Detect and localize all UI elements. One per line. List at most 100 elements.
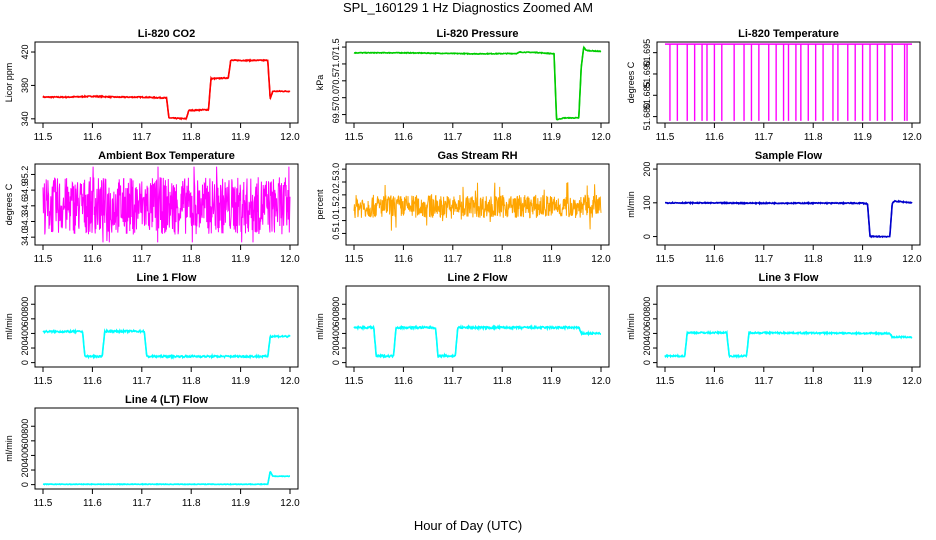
y-axis-label: degrees C [626,61,636,103]
series-line [353,45,602,121]
x-tick-label: 11.8 [493,132,512,143]
series-line [42,328,291,360]
y-axis-label: ml/min [626,313,636,340]
plot-frame [656,285,921,368]
x-tick-label: 11.6 [705,376,724,387]
y-tick-label: 2.5 [331,176,341,189]
data-series [42,328,291,360]
y-tick-label: 200 [642,162,652,177]
x-tick-label: 12.0 [902,254,922,265]
y-tick-label: 1.0 [331,214,341,227]
x-tick-label: 11.6 [705,132,724,143]
plot-frame [345,163,610,246]
plot-frame [656,163,921,246]
x-tick-label: 11.8 [493,254,512,265]
panel-title: Li-820 Pressure [437,28,519,40]
y-tick-label: 3.0 [331,163,341,176]
plot-frame [656,41,921,124]
y-tick-label: 34.3 [20,213,30,231]
y-tick-label: 200 [331,341,341,356]
x-tick-label: 11.5 [34,254,53,265]
series-step [578,67,582,118]
x-tick-label: 12.0 [280,132,300,143]
x-tick-label: 12.0 [280,376,300,387]
plot-frame [345,285,610,368]
series-step [101,331,106,357]
series-step [165,97,170,119]
chart-panel: Line 1 Flow 11.5 11.6 11.7 11.8 11.9 12.0 0 2004… [4,272,300,387]
y-tick-label: 340 [20,111,30,126]
x-tick-label: 11.7 [132,376,151,387]
y-tick-label: 400 [642,326,652,341]
y-axis-label: kPa [315,75,325,91]
series-step [862,202,868,205]
x-tick-label: 11.7 [132,132,151,143]
x-tick-label: 11.6 [394,254,413,265]
x-tick-label: 11.9 [542,376,561,387]
data-series [665,199,913,239]
series-step [267,471,271,485]
y-tick-label: 200 [20,341,30,356]
x-tick-label: 11.9 [231,254,250,265]
panel-title: Sample Flow [755,150,823,162]
y-tick-label: 0 [642,360,652,365]
series-step [267,336,271,357]
y-tick-label: 51.695 [642,39,652,67]
y-tick-label: 200 [20,463,30,478]
x-tick-label: 11.7 [132,498,151,509]
x-tick-label: 11.6 [83,498,102,509]
series-step [578,327,582,334]
series-line [353,182,602,231]
data-series [353,324,601,359]
x-tick-label: 11.9 [231,376,250,387]
x-tick-label: 12.0 [591,254,611,265]
y-tick-label: 800 [20,419,30,434]
y-tick-label: 600 [331,311,341,326]
x-tick-label: 11.7 [754,376,773,387]
chart-panel: Li-820 Temperature 11.5 11.6 11.7 11.8 11.9 12… [626,28,922,143]
x-tick-label: 11.7 [443,254,462,265]
x-tick-label: 11.8 [804,132,823,143]
y-tick-label: 34.9 [20,181,30,199]
y-tick-label: 800 [642,297,652,312]
data-series [353,182,602,231]
series-step [889,203,893,237]
y-tick-label: 200 [642,341,652,356]
series-step [553,53,558,120]
chart-panel: Line 4 (LT) Flow 11.5 11.6 11.7 11.8 11.9 12.0… [4,394,300,509]
x-tick-label: 11.5 [345,254,364,265]
x-tick-label: 11.9 [853,132,872,143]
series-line [42,58,291,121]
series-step [227,60,232,79]
x-tick-label: 11.8 [804,376,823,387]
series-step [434,327,439,357]
panel-title: Line 3 Flow [759,272,819,284]
series-step [207,78,212,110]
y-axis-label: ml/min [315,313,325,340]
series-line [42,470,290,486]
panel-title: Li-820 Temperature [738,28,839,40]
y-tick-label: 0.5 [331,227,341,240]
x-tick-label: 11.9 [542,254,561,265]
series-step [583,46,587,51]
chart-panel: Line 2 Flow 11.5 11.6 11.7 11.8 11.9 12.0 0 2004… [315,272,611,387]
y-axis-label: ml/min [4,435,14,462]
figure-title: SPL_160129 1 Hz Diagnostics Zoomed AM [342,0,594,15]
series-step [267,60,271,99]
x-tick-label: 11.5 [656,132,675,143]
y-tick-label: 0 [331,360,341,365]
x-tick-label: 11.5 [345,132,364,143]
y-tick-label: 400 [20,326,30,341]
series-line [42,166,291,243]
x-tick-label: 11.6 [705,254,724,265]
y-tick-label: 70.0 [331,89,341,107]
y-tick-label: 34.0 [20,228,30,246]
panel-title: Line 1 Flow [137,272,197,284]
y-axis-label: ml/min [626,191,636,218]
y-axis-label: ml/min [4,313,14,340]
series-step [684,332,688,357]
series-step [516,51,520,55]
series-step [726,332,730,357]
y-axis-label: degrees C [4,183,14,225]
